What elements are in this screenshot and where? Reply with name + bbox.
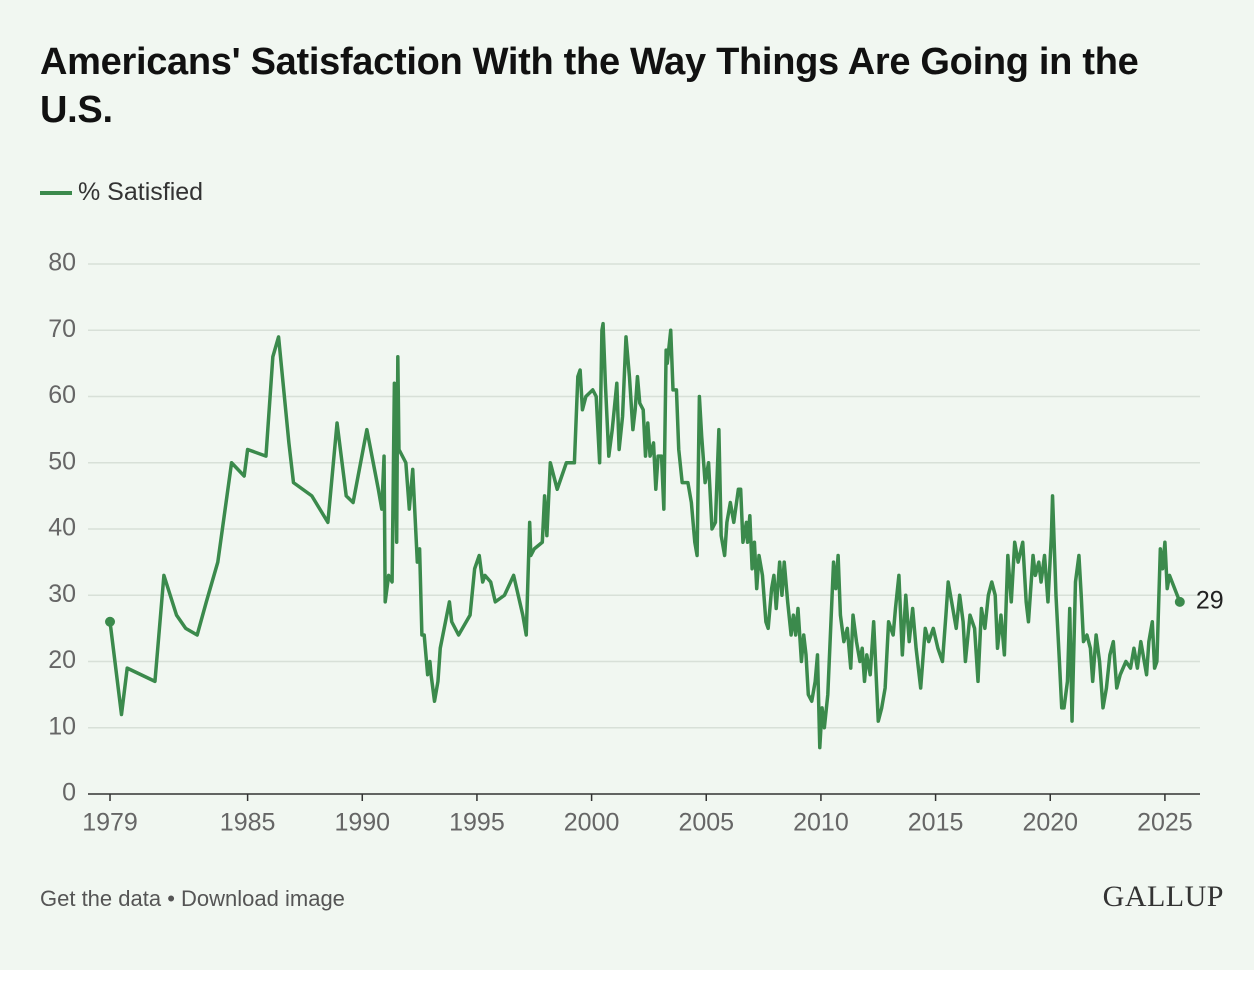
x-tick-label: 1990 [334,809,390,837]
x-tick-label: 2000 [564,809,620,837]
footer: Get the data • Download image [40,886,345,912]
y-tick-label: 60 [48,381,76,409]
y-tick-label: 10 [48,712,76,740]
y-tick-label: 0 [62,779,76,807]
x-tick-label: 2015 [908,809,964,837]
data-line [108,321,1182,750]
end-dot [105,616,116,627]
x-tick-label: 2005 [678,809,734,837]
y-tick-label: 30 [48,580,76,608]
legend: % Satisfied [40,178,203,207]
x-tick-label: 2025 [1137,809,1193,837]
get-data-link[interactable]: Get the data [40,886,162,911]
y-tick-label: 40 [48,514,76,542]
chart-title: Americans' Satisfaction With the Way Thi… [40,41,1139,131]
end-dot [1174,596,1185,607]
x-tick-label: 2010 [793,809,849,837]
download-link[interactable]: Download image [181,886,345,911]
separator: • [167,886,182,911]
x-tick-label: 2020 [1022,809,1078,837]
y-tick-label: 70 [48,315,76,343]
value-label: 29 [1196,586,1224,614]
x-tick-label: 1995 [449,809,505,837]
logo: GALLUP [1102,880,1224,913]
legend-swatch [40,190,72,195]
y-tick-label: 20 [48,646,76,674]
y-tick-label: 80 [48,249,76,277]
x-tick-label: 1979 [82,809,138,837]
x-tick-label: 1985 [220,809,276,837]
legend-label: % Satisfied [78,178,204,206]
y-tick-label: 50 [48,447,76,475]
